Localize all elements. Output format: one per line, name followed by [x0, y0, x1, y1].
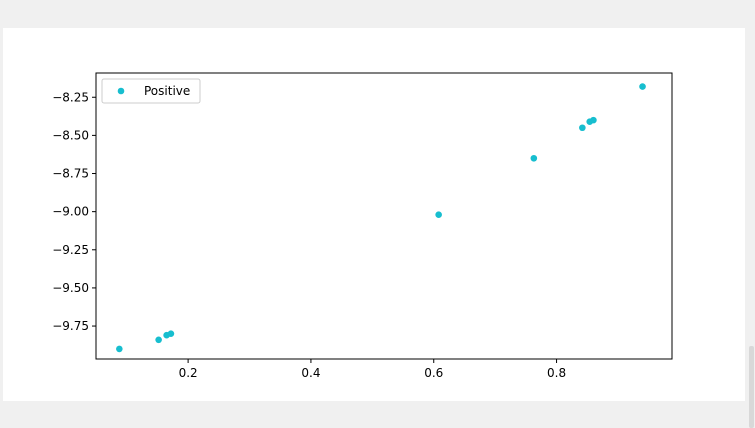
- legend-label: Positive: [144, 84, 190, 98]
- y-tick-label: −9.50: [52, 281, 89, 295]
- x-tick-label: 0.2: [179, 366, 198, 380]
- y-tick-label: −9.75: [52, 319, 89, 333]
- y-tick-label: −8.75: [52, 167, 89, 181]
- x-tick-label: 0.6: [424, 366, 443, 380]
- y-tick-label: −9.25: [52, 243, 89, 257]
- legend-box: [101, 78, 201, 104]
- data-point: [639, 83, 646, 90]
- data-point: [116, 345, 123, 353]
- data-point: [530, 154, 538, 162]
- scrollbar-thumb[interactable]: [749, 346, 754, 428]
- data-point: [435, 211, 442, 219]
- y-tick-label: −9.00: [52, 205, 89, 219]
- data-point: [579, 124, 586, 132]
- legend-marker: [117, 87, 125, 95]
- y-tick-label: −8.50: [52, 128, 89, 142]
- data-point: [167, 330, 175, 337]
- x-tick-label: 0.4: [301, 366, 320, 380]
- data-point: [590, 116, 597, 124]
- figure-canvas: 0.2 0.4 0.6 0.8 −9.75 −9.50 −9.25 −9.00 −8.75 −8.…: [3, 28, 745, 401]
- scatter-chart: 0.2 0.4 0.6 0.8 −9.75 −9.50 −9.25 −9.00 −8.75 −8.…: [52, 72, 673, 380]
- plot-frame: [95, 72, 673, 360]
- scrollbar-track[interactable]: [747, 28, 755, 428]
- y-tick-label: −8.25: [52, 90, 89, 104]
- x-tick-label: 0.8: [547, 366, 566, 380]
- data-point: [155, 336, 162, 344]
